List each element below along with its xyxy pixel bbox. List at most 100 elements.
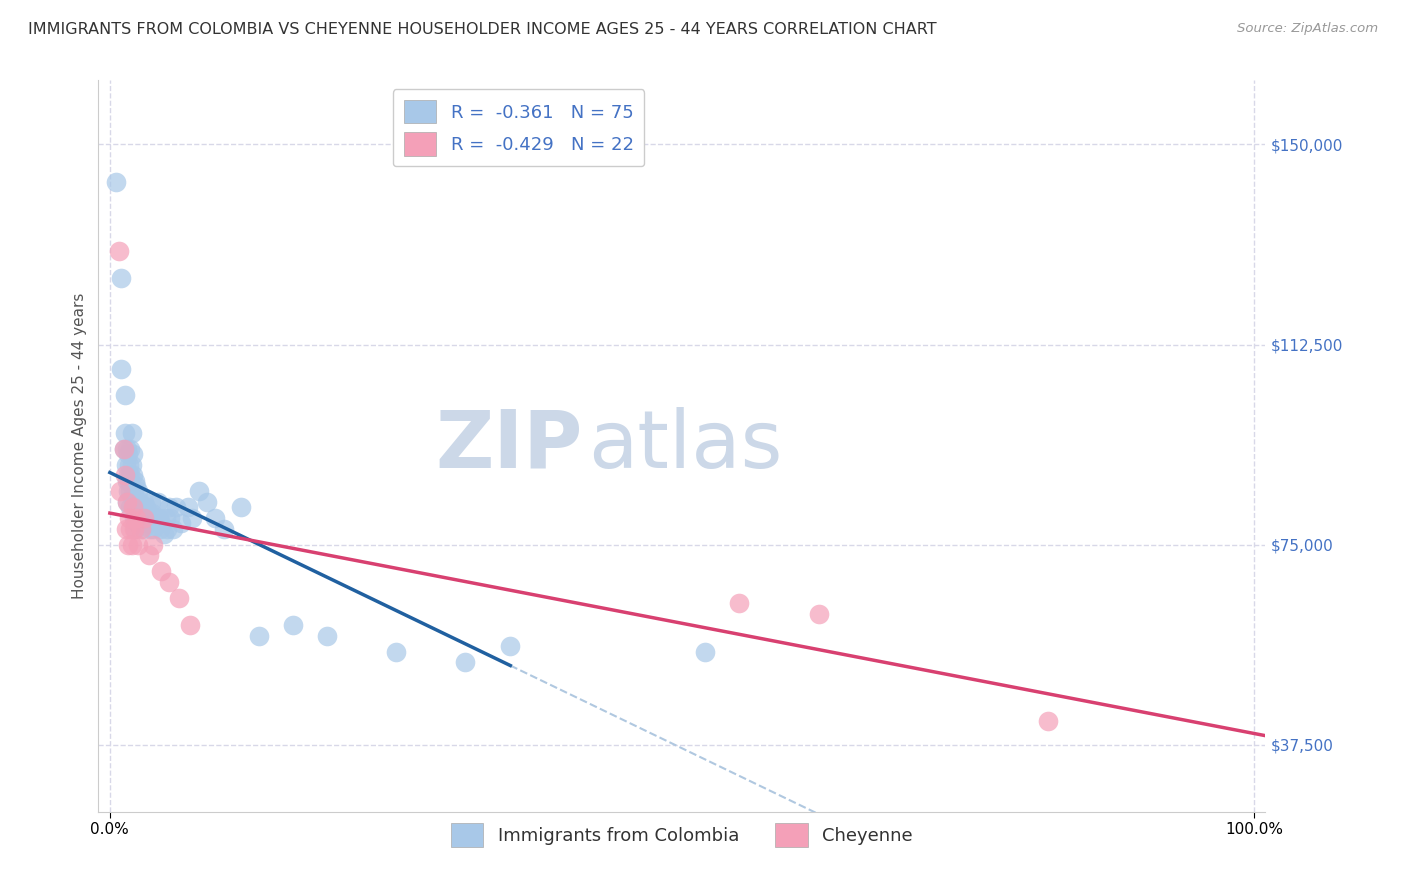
Point bbox=[138, 511, 160, 525]
Point bbox=[120, 468, 142, 483]
Point bbox=[142, 522, 165, 536]
Point bbox=[125, 479, 148, 493]
Point bbox=[139, 495, 162, 509]
Point bbox=[112, 442, 135, 456]
Point bbox=[157, 500, 180, 515]
Point bbox=[148, 511, 170, 525]
Point bbox=[808, 607, 831, 622]
Point bbox=[112, 442, 135, 456]
Point bbox=[385, 644, 408, 658]
Point bbox=[114, 468, 136, 483]
Point bbox=[188, 484, 211, 499]
Point bbox=[115, 495, 138, 509]
Point bbox=[176, 500, 198, 515]
Point bbox=[128, 495, 150, 509]
Point bbox=[115, 495, 138, 509]
Point bbox=[134, 511, 156, 525]
Point bbox=[728, 597, 751, 611]
Point bbox=[115, 442, 138, 456]
Point bbox=[127, 516, 149, 531]
Point bbox=[214, 522, 236, 536]
Point bbox=[121, 538, 143, 552]
Point bbox=[146, 516, 169, 531]
Point bbox=[122, 511, 145, 525]
Text: IMMIGRANTS FROM COLOMBIA VS CHEYENNE HOUSEHOLDER INCOME AGES 25 - 44 YEARS CORRE: IMMIGRANTS FROM COLOMBIA VS CHEYENNE HOU… bbox=[28, 22, 936, 37]
Point bbox=[281, 618, 304, 632]
Point bbox=[132, 522, 155, 536]
Point bbox=[128, 516, 150, 531]
Point bbox=[117, 484, 139, 499]
Text: atlas: atlas bbox=[589, 407, 783, 485]
Point bbox=[181, 511, 204, 525]
Point bbox=[155, 511, 177, 525]
Point bbox=[149, 522, 172, 536]
Point bbox=[104, 175, 127, 189]
Point bbox=[115, 474, 138, 488]
Point bbox=[139, 522, 162, 536]
Point bbox=[165, 500, 187, 515]
Point bbox=[247, 628, 270, 642]
Point bbox=[145, 511, 167, 525]
Point bbox=[124, 474, 146, 488]
Point bbox=[150, 565, 173, 579]
Point bbox=[115, 458, 138, 472]
Point bbox=[117, 538, 139, 552]
Text: Source: ZipAtlas.com: Source: ZipAtlas.com bbox=[1237, 22, 1378, 36]
Y-axis label: Householder Income Ages 25 - 44 years: Householder Income Ages 25 - 44 years bbox=[72, 293, 87, 599]
Point bbox=[115, 522, 138, 536]
Point bbox=[135, 500, 157, 515]
Point bbox=[121, 500, 143, 515]
Point bbox=[120, 522, 142, 536]
Point bbox=[108, 244, 131, 259]
Point bbox=[124, 522, 146, 536]
Point bbox=[127, 538, 149, 552]
Point bbox=[118, 474, 141, 488]
Point bbox=[157, 575, 180, 590]
Point bbox=[124, 495, 146, 509]
Point bbox=[162, 522, 184, 536]
Point bbox=[125, 511, 148, 525]
Point bbox=[159, 511, 181, 525]
Point bbox=[127, 506, 149, 520]
Point bbox=[117, 447, 139, 461]
Point bbox=[129, 500, 152, 515]
Point bbox=[120, 484, 142, 499]
Point bbox=[121, 490, 143, 504]
Point bbox=[204, 511, 226, 525]
Point bbox=[136, 516, 159, 531]
Point bbox=[195, 495, 218, 509]
Point bbox=[141, 506, 163, 520]
Point bbox=[110, 361, 132, 376]
Text: ZIP: ZIP bbox=[436, 407, 582, 485]
Point bbox=[129, 522, 152, 536]
Point bbox=[114, 388, 136, 402]
Point bbox=[453, 655, 475, 669]
Point bbox=[146, 495, 169, 509]
Point bbox=[134, 495, 156, 509]
Point bbox=[121, 425, 143, 440]
Point bbox=[167, 591, 190, 606]
Point bbox=[117, 468, 139, 483]
Point bbox=[693, 644, 716, 658]
Point bbox=[121, 468, 143, 483]
Point bbox=[499, 639, 522, 653]
Point bbox=[118, 511, 141, 525]
Point bbox=[120, 442, 142, 456]
Point bbox=[156, 522, 179, 536]
Point bbox=[134, 511, 156, 525]
Point bbox=[118, 458, 141, 472]
Point bbox=[131, 511, 153, 525]
Point bbox=[121, 458, 143, 472]
Point bbox=[316, 628, 339, 642]
Point bbox=[170, 516, 193, 531]
Point bbox=[125, 500, 148, 515]
Point bbox=[122, 484, 145, 499]
Point bbox=[120, 500, 142, 515]
Point bbox=[127, 484, 149, 499]
Point bbox=[152, 527, 174, 541]
Point bbox=[1036, 714, 1059, 728]
Point bbox=[231, 500, 253, 515]
Point bbox=[114, 425, 136, 440]
Legend: Immigrants from Colombia, Cheyenne: Immigrants from Colombia, Cheyenne bbox=[444, 816, 920, 854]
Point bbox=[142, 538, 165, 552]
